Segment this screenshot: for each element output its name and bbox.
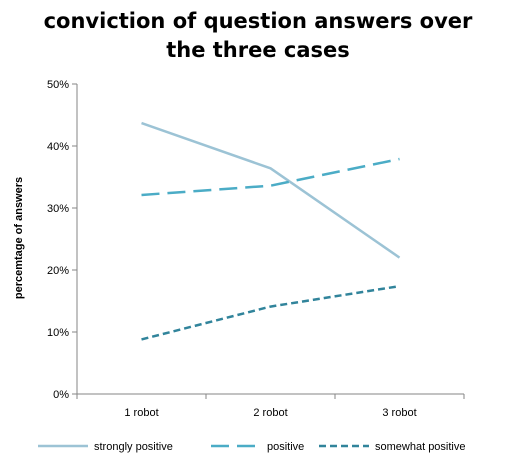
y-axis-label: percemtage of answers bbox=[13, 177, 25, 299]
y-tick-label: 30% bbox=[47, 203, 69, 215]
legend-label: somewhat positive bbox=[375, 441, 466, 453]
y-tick-label: 0% bbox=[53, 389, 69, 401]
y-tick-label: 50% bbox=[47, 79, 69, 91]
chart-title-line-1: conviction of question answers over bbox=[44, 9, 473, 33]
x-tick-label: 1 robot bbox=[124, 407, 158, 419]
y-tick-label: 40% bbox=[47, 141, 69, 153]
y-tick-label: 10% bbox=[47, 327, 69, 339]
series-line-somewhat-positive bbox=[141, 284, 400, 341]
y-axis-ticks: 0% 10% 20% 30% 40% 50% bbox=[47, 79, 77, 401]
x-axis-ticks: 1 robot 2 robot 3 robot bbox=[76, 394, 465, 419]
x-tick-label: 3 robot bbox=[382, 407, 416, 419]
x-tick-label: 2 robot bbox=[253, 407, 287, 419]
plot-area bbox=[141, 121, 401, 341]
chart-title-line-2: the three cases bbox=[166, 38, 350, 62]
series-line-strongly-positive bbox=[141, 121, 401, 259]
series-line-positive bbox=[141, 157, 400, 197]
legend-label: positive bbox=[267, 441, 304, 453]
legend-label: strongly positive bbox=[94, 441, 173, 453]
legend: strongly positive positive somewhat positi… bbox=[38, 441, 466, 453]
y-tick-label: 20% bbox=[47, 265, 69, 277]
